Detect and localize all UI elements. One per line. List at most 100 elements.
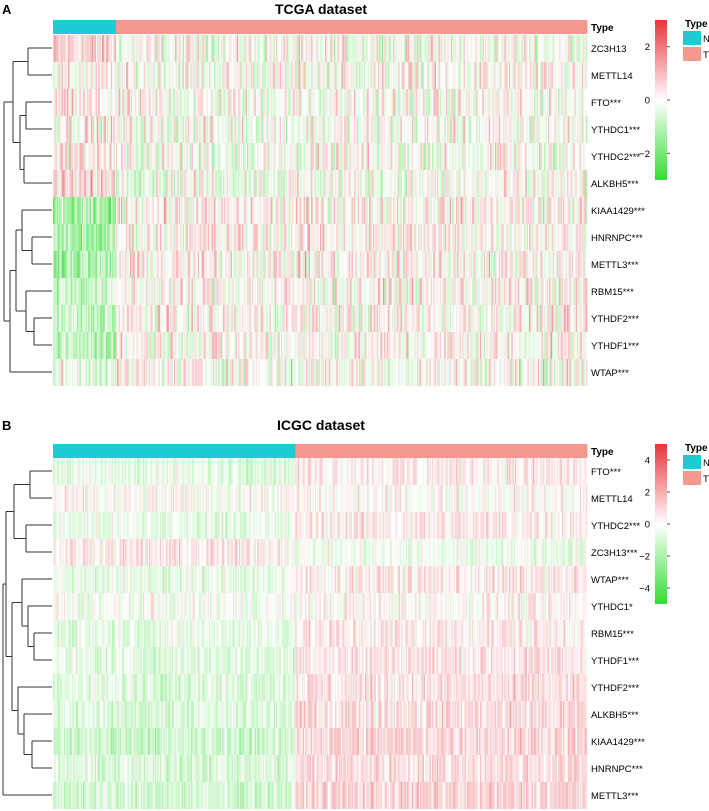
heatmap-cell [404, 116, 406, 143]
heatmap-cell [257, 143, 259, 170]
heatmap-cell [430, 89, 433, 116]
heatmap-cell [269, 197, 272, 224]
heatmap-cell [122, 224, 124, 251]
heatmap-cell [138, 224, 141, 251]
heatmap-cell [185, 116, 187, 143]
heatmap-cell [496, 35, 498, 62]
heatmap-cell [356, 89, 359, 116]
heatmap-cell [80, 143, 83, 170]
heatmap-cell [511, 170, 514, 197]
heatmap-cell [265, 170, 268, 197]
heatmap-cell [157, 89, 160, 116]
heatmap-cell [372, 143, 375, 170]
heatmap-cell [104, 62, 107, 89]
heatmap-cell [234, 62, 236, 89]
heatmap-cell [482, 89, 485, 116]
heatmap-cell [291, 62, 293, 89]
heatmap-cell [420, 62, 423, 89]
heatmap-cell [555, 89, 558, 116]
heatmap-cell [187, 35, 190, 62]
heatmap-cell [53, 35, 55, 62]
heatmap-cell [234, 89, 236, 116]
heatmap-cell [318, 62, 321, 89]
heatmap-cell [332, 62, 335, 89]
heatmap-cell [60, 35, 63, 62]
heatmap-cell [469, 62, 472, 89]
heatmap-cell [375, 35, 378, 62]
heatmap-cell [209, 62, 211, 89]
heatmap-cell [194, 197, 196, 224]
heatmap-cell [115, 170, 118, 197]
heatmap-cell [94, 170, 97, 197]
heatmap-cell [409, 197, 412, 224]
heatmap-cell [551, 116, 554, 143]
heatmap-cell [447, 197, 449, 224]
heatmap-cell [440, 116, 443, 143]
heatmap-cell [390, 89, 393, 116]
heatmap-cell [231, 143, 234, 170]
heatmap-cell [212, 170, 215, 197]
heatmap-cell [366, 89, 369, 116]
heatmap-cell [59, 197, 61, 224]
heatmap-cell [117, 89, 119, 116]
heatmap-cell [422, 62, 424, 89]
heatmap-cell [452, 170, 454, 197]
heatmap-cell [114, 62, 117, 89]
heatmap-cell [95, 62, 98, 89]
heatmap-cell [156, 170, 158, 197]
heatmap-cell [371, 143, 374, 170]
heatmap-cell [536, 197, 539, 224]
heatmap-cell [262, 197, 264, 224]
heatmap-cell [98, 116, 100, 143]
heatmap-cell [396, 143, 399, 170]
heatmap-cell [336, 35, 338, 62]
heatmap-cell [391, 143, 394, 170]
heatmap-cell [365, 62, 367, 89]
heatmap-cell [212, 35, 215, 62]
heatmap-cell [320, 89, 322, 116]
heatmap-cell [123, 35, 126, 62]
heatmap-cell [171, 197, 173, 224]
heatmap-cell [580, 62, 583, 89]
heatmap-cell [391, 170, 394, 197]
heatmap-cell [201, 116, 204, 143]
heatmap-cell [87, 62, 89, 89]
heatmap-cell [113, 35, 116, 62]
heatmap-cell [224, 197, 226, 224]
heatmap-cell [573, 143, 575, 170]
heatmap-cell [423, 170, 425, 197]
heatmap-cell [575, 89, 578, 116]
heatmap-cell [346, 35, 349, 62]
heatmap-cell [108, 116, 111, 143]
heatmap-cell [542, 35, 545, 62]
heatmap-cell [75, 224, 78, 251]
heatmap-cell [444, 197, 447, 224]
heatmap-cell [240, 170, 243, 197]
heatmap-cell [428, 35, 430, 62]
heatmap-cell [83, 35, 85, 62]
heatmap-cell [384, 143, 386, 170]
heatmap-cell [245, 89, 248, 116]
heatmap-cell [119, 224, 122, 251]
heatmap-cell [113, 62, 116, 89]
heatmap-cell [126, 62, 128, 89]
heatmap-cell [346, 170, 349, 197]
heatmap-cell [262, 35, 264, 62]
heatmap-cell [568, 35, 570, 62]
heatmap-cell [500, 116, 502, 143]
heatmap-cell [197, 89, 200, 116]
heatmap-cell [192, 170, 195, 197]
heatmap-cell [458, 143, 461, 170]
heatmap-cell [220, 89, 223, 116]
heatmap-cell [83, 224, 85, 251]
heatmap-cell [483, 35, 486, 62]
heatmap-cell [466, 89, 468, 116]
heatmap-cell [235, 89, 238, 116]
heatmap-cell [542, 89, 545, 116]
heatmap-cell [493, 116, 496, 143]
heatmap-cell [142, 143, 145, 170]
heatmap-cell [97, 197, 99, 224]
heatmap-cell [212, 224, 215, 251]
heatmap-cell [469, 35, 472, 62]
heatmap-cell [186, 35, 189, 62]
